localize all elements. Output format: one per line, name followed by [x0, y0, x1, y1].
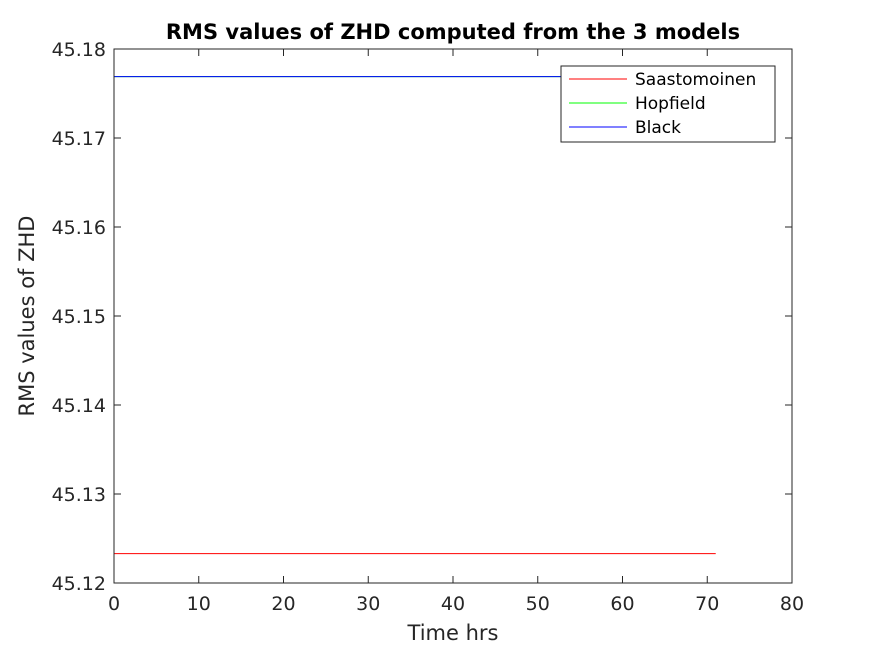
- y-tick-label: 45.14: [52, 395, 106, 417]
- x-tick-label: 30: [356, 593, 380, 615]
- x-tick-label: 0: [108, 593, 120, 615]
- chart-title: RMS values of ZHD computed from the 3 mo…: [166, 20, 740, 44]
- y-tick-label: 45.15: [52, 306, 106, 328]
- legend-label-black: Black: [635, 118, 681, 138]
- y-tick-label: 45.18: [52, 39, 106, 61]
- y-tick-label: 45.13: [52, 484, 106, 506]
- x-tick-label: 40: [441, 593, 465, 615]
- x-tick-label: 80: [780, 593, 804, 615]
- x-tick-label: 10: [187, 593, 211, 615]
- y-tick-label: 45.17: [52, 128, 106, 150]
- legend: Saastomoinen Hopfield Black: [560, 65, 776, 143]
- x-tick-label: 20: [271, 593, 295, 615]
- x-tick-label: 50: [526, 593, 550, 615]
- y-axis-label: RMS values of ZHD: [15, 216, 39, 417]
- y-tick-label: 45.12: [52, 573, 106, 595]
- legend-label-hopfield: Hopfield: [635, 94, 706, 114]
- x-tick-label: 70: [695, 593, 719, 615]
- x-axis-label: Time hrs: [407, 621, 499, 645]
- y-tick-label: 45.16: [52, 217, 106, 239]
- x-tick-label: 60: [610, 593, 634, 615]
- legend-label-saastomoinen: Saastomoinen: [635, 70, 756, 90]
